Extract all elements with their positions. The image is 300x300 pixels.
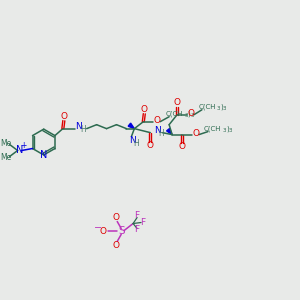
Text: H: H [80, 125, 86, 134]
Text: +: + [20, 141, 27, 150]
Text: 3: 3 [190, 113, 194, 118]
Text: 3: 3 [223, 128, 226, 133]
Text: O: O [141, 105, 148, 114]
Text: F: F [134, 211, 140, 220]
Text: C(CH: C(CH [165, 110, 183, 117]
Text: N: N [16, 146, 23, 155]
Text: 3: 3 [184, 113, 188, 118]
Text: O: O [113, 241, 120, 250]
Text: N: N [40, 151, 47, 160]
Text: O: O [100, 227, 107, 236]
Text: O: O [113, 213, 120, 222]
Text: H: H [158, 129, 164, 138]
Text: C(CH: C(CH [204, 125, 222, 132]
Text: O: O [193, 129, 200, 138]
Text: 3: 3 [229, 128, 232, 133]
Text: N: N [129, 136, 136, 145]
Text: O: O [147, 141, 154, 150]
Text: 3: 3 [223, 106, 226, 111]
Text: Me: Me [0, 153, 11, 162]
Text: C(CH: C(CH [198, 103, 216, 110]
Polygon shape [167, 128, 172, 135]
Text: F: F [140, 218, 146, 227]
Text: S: S [118, 226, 124, 236]
Text: Me: Me [0, 139, 11, 148]
Text: H: H [134, 139, 139, 148]
Text: F: F [134, 225, 140, 234]
Text: ): ) [226, 125, 229, 132]
Text: O: O [174, 98, 181, 107]
Text: 3: 3 [217, 106, 220, 111]
Text: N: N [75, 122, 82, 131]
Text: N: N [154, 126, 160, 135]
Text: −: − [94, 224, 102, 233]
Text: O: O [154, 116, 161, 125]
Text: O: O [60, 112, 67, 121]
Text: ): ) [220, 103, 223, 110]
Text: O: O [188, 109, 194, 118]
Text: ): ) [188, 110, 190, 117]
Text: O: O [178, 142, 185, 151]
Polygon shape [128, 123, 134, 129]
